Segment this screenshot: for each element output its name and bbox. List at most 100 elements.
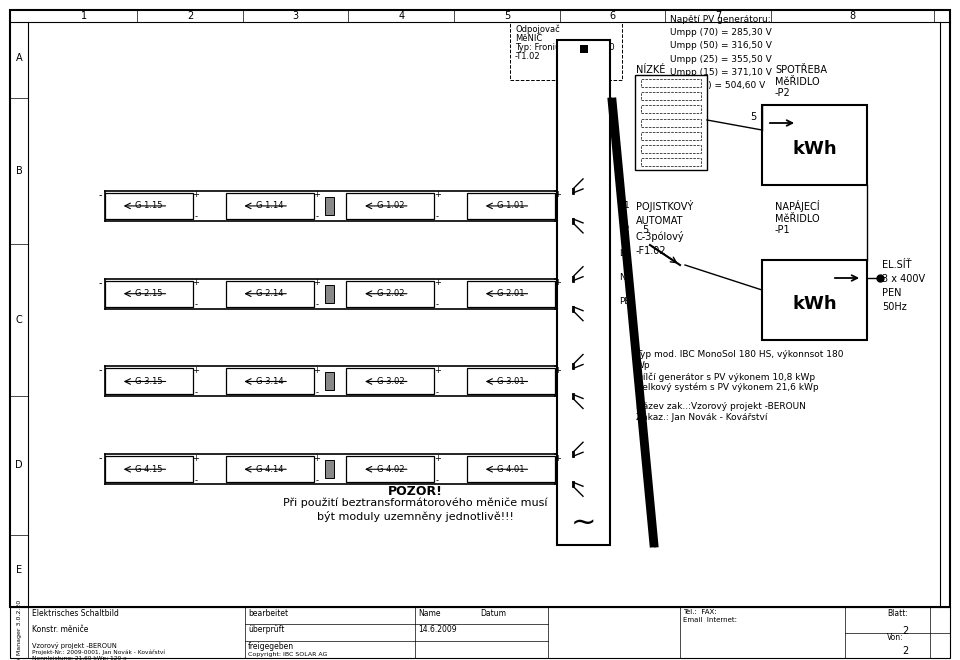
Text: -: -: [436, 213, 439, 221]
Text: být moduly uzemněny jednotlivě!!!: být moduly uzemněny jednotlivě!!!: [317, 511, 514, 522]
Text: Napětí PV generátoru:
Umpp (70) = 285,30 V
Umpp (50) = 316,50 V
Umpp (25) = 355,: Napětí PV generátoru: Umpp (70) = 285,30…: [670, 15, 772, 90]
Text: +: +: [555, 454, 562, 463]
Text: Odpojovač: Odpojovač: [515, 25, 560, 34]
Text: +: +: [313, 366, 320, 375]
Text: PE: PE: [619, 298, 630, 306]
Text: +: +: [193, 279, 200, 287]
Text: +: +: [434, 366, 441, 375]
Text: freigegeben: freigegeben: [248, 642, 294, 651]
Bar: [10, 607, 950, 658]
Text: überprüft: überprüft: [248, 625, 284, 634]
Text: -: -: [436, 476, 439, 484]
Text: +: +: [555, 366, 562, 375]
Text: +: +: [555, 191, 562, 199]
Text: -: -: [436, 388, 439, 397]
Text: -: -: [98, 278, 102, 288]
Bar: [226, 193, 314, 219]
Text: SPOTŘEBA
MěŘIDLO
-P2: SPOTŘEBA MěŘIDLO -P2: [775, 65, 827, 98]
Text: Datum: Datum: [480, 609, 506, 618]
Text: -: -: [195, 300, 198, 309]
Text: L2: L2: [619, 226, 630, 234]
Text: +: +: [434, 454, 441, 463]
Text: L1: L1: [619, 201, 630, 209]
Bar: [226, 280, 314, 307]
Bar: [641, 145, 701, 153]
Bar: [467, 456, 555, 482]
Text: Název zak..:Vzorový projekt -BEROUN: Název zak..:Vzorový projekt -BEROUN: [636, 402, 805, 411]
Bar: [467, 193, 555, 219]
Text: +: +: [313, 454, 320, 463]
Text: MěNIČ: MěNIČ: [515, 34, 542, 43]
Text: G 3.02: G 3.02: [376, 377, 404, 386]
Text: Elektrisches Schaltbild: Elektrisches Schaltbild: [32, 609, 119, 618]
Text: -: -: [98, 366, 102, 376]
Text: G 4.01: G 4.01: [497, 465, 525, 474]
Text: 2: 2: [901, 626, 908, 636]
Text: G 4.15: G 4.15: [135, 465, 163, 474]
Text: 2: 2: [901, 646, 908, 656]
Text: G 1.14: G 1.14: [256, 201, 283, 211]
Bar: [226, 456, 314, 482]
Bar: [226, 368, 314, 395]
Text: E: E: [16, 565, 22, 576]
Text: 7: 7: [715, 11, 721, 21]
Text: +: +: [313, 191, 320, 199]
Text: G 3.15: G 3.15: [135, 377, 163, 386]
Text: -: -: [98, 190, 102, 200]
Text: N: N: [619, 273, 626, 282]
Text: POJISTKOVÝ
AUTOMAT
C-3pólový
-F1.02: POJISTKOVÝ AUTOMAT C-3pólový -F1.02: [636, 200, 693, 255]
Bar: [635, 75, 707, 170]
Text: Konstr. měniče: Konstr. měniče: [32, 625, 88, 634]
Text: G 2.02: G 2.02: [376, 289, 404, 298]
Text: Wp: Wp: [636, 361, 651, 370]
Text: D: D: [15, 460, 23, 471]
Text: +: +: [193, 454, 200, 463]
Text: 1: 1: [82, 11, 87, 21]
Text: Email  Internet:: Email Internet:: [683, 617, 737, 623]
Text: G 3.14: G 3.14: [256, 377, 283, 386]
Text: +: +: [193, 366, 200, 375]
Text: G 3.01: G 3.01: [497, 377, 525, 386]
Text: +: +: [313, 279, 320, 287]
Bar: [641, 79, 701, 87]
Bar: [105, 368, 193, 395]
Text: 2: 2: [187, 11, 193, 21]
Text: 8: 8: [850, 11, 855, 21]
Text: 6: 6: [610, 11, 615, 21]
Text: -: -: [315, 213, 318, 221]
Bar: [105, 193, 193, 219]
Text: G 2.14: G 2.14: [256, 289, 283, 298]
Text: Nennleistung: 21,60 kWp; 120 x: Nennleistung: 21,60 kWp; 120 x: [32, 656, 127, 660]
Bar: [325, 197, 334, 215]
Text: 5: 5: [504, 11, 510, 21]
Bar: [641, 131, 701, 140]
Text: ~: ~: [571, 508, 596, 537]
Text: Typ mod. IBC MonoSol 180 HS, výkonnsot 180: Typ mod. IBC MonoSol 180 HS, výkonnsot 1…: [636, 350, 844, 359]
Text: +: +: [193, 191, 200, 199]
Bar: [762, 105, 867, 185]
Text: -: -: [98, 453, 102, 463]
Text: 5: 5: [750, 112, 756, 122]
Text: G 4.02: G 4.02: [376, 465, 404, 474]
Text: 4: 4: [398, 11, 404, 21]
Bar: [347, 368, 434, 395]
Bar: [641, 92, 701, 100]
Bar: [347, 193, 434, 219]
Text: -T1.02: -T1.02: [515, 52, 540, 61]
Text: Zákaz.: Jan Novák - Kovářství: Zákaz.: Jan Novák - Kovářství: [636, 413, 767, 422]
Text: kWh: kWh: [792, 140, 837, 158]
Bar: [347, 280, 434, 307]
Text: 5: 5: [642, 225, 648, 235]
Text: Při použití beztransformátorového měniče musí: Při použití beztransformátorového měniče…: [283, 498, 547, 508]
Text: L3: L3: [619, 249, 630, 257]
Bar: [557, 40, 610, 545]
Text: -: -: [315, 476, 318, 484]
Text: G 4.14: G 4.14: [256, 465, 283, 474]
Text: Projekt-Nr.: 2009-0001, Jan Novák - Kovářství: Projekt-Nr.: 2009-0001, Jan Novák - Ková…: [32, 649, 165, 655]
Text: G 1.01: G 1.01: [497, 201, 525, 211]
Text: C: C: [15, 315, 22, 325]
Text: G 1.15: G 1.15: [135, 201, 163, 211]
Bar: [467, 368, 555, 395]
Text: bearbeitet: bearbeitet: [248, 609, 288, 618]
Text: -: -: [315, 300, 318, 309]
